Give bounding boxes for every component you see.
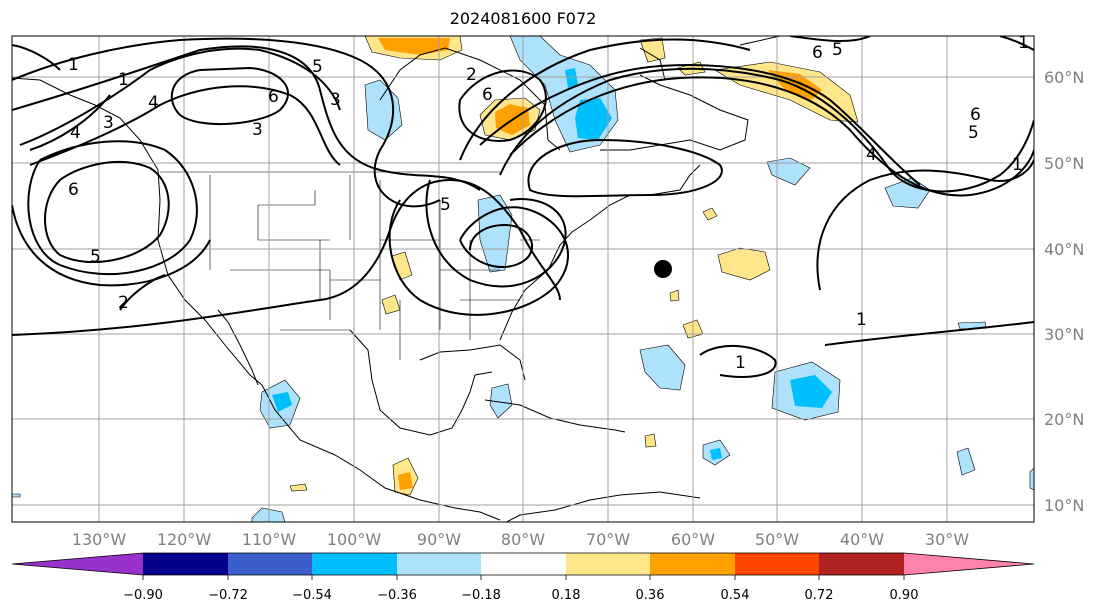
warm-core: [378, 38, 450, 55]
colorbar-segment: [12, 553, 143, 575]
colorbar-tick-label: −0.18: [461, 588, 501, 603]
colorbar-segment: [143, 553, 228, 575]
lon-label: 120°W: [157, 530, 212, 549]
colorbar-tick-label: −0.36: [377, 588, 417, 603]
lat-label: 40°N: [1044, 240, 1084, 259]
contour-lines: [12, 36, 1034, 378]
lat-label: 60°N: [1044, 68, 1084, 87]
colorbar-tick-label: −0.90: [123, 588, 163, 603]
warm-patch: [381, 294, 401, 315]
latitude-labels: 60°N 50°N 40°N 30°N 20°N 10°N: [1044, 68, 1084, 515]
colorbar-segment: [819, 553, 904, 575]
warm-patch: [289, 483, 308, 492]
warm-patch: [639, 37, 666, 63]
cool-core: [710, 448, 722, 460]
lon-label: 40°W: [840, 530, 884, 549]
contour-label: 2: [118, 293, 129, 313]
cool-patch: [766, 157, 811, 186]
contour-label-group: 1 1 2 3 4 3 4 6 5 6 5 2 3 5 6 6 5 5 6 4 …: [68, 33, 1029, 373]
contour-label: 6: [970, 105, 981, 125]
warm-patch: [669, 289, 680, 302]
cool-core: [272, 392, 292, 412]
lon-label: 80°W: [501, 530, 545, 549]
colorbar: −0.90 −0.72 −0.54 −0.36 −0.18 0.18 0.36 …: [11, 552, 1035, 603]
contour-label: 6: [68, 180, 79, 200]
cool-patch: [884, 177, 931, 209]
map-frame: [11, 35, 1035, 523]
colorbar-segment: [904, 553, 1034, 575]
lat-label: 30°N: [1044, 325, 1084, 344]
warm-patch: [717, 247, 771, 281]
colorbar-tick-label: 0.90: [890, 588, 919, 603]
cool-core: [575, 98, 612, 140]
contour-label: 1: [118, 70, 129, 90]
contour-label: 3: [330, 90, 341, 110]
lon-label: 30°W: [925, 530, 969, 549]
longitude-labels: 130°W 120°W 110°W 100°W 90°W 80°W 70°W 6…: [72, 530, 969, 549]
lat-label: 10°N: [1044, 496, 1084, 515]
contour-label: 1: [68, 55, 79, 75]
colorbar-segment: [312, 553, 397, 575]
contour-label: 5: [440, 195, 451, 215]
contour-label: 3: [252, 120, 263, 140]
lat-label: 20°N: [1044, 410, 1084, 429]
colorbar-segment: [650, 553, 735, 575]
colorbar-tick-label: 0.36: [636, 588, 665, 603]
lon-label: 90°W: [417, 530, 461, 549]
contour-label: 5: [968, 123, 979, 143]
storm-position-marker: [654, 260, 672, 278]
cool-core: [565, 68, 578, 88]
contour-label: 4: [70, 123, 81, 143]
colorbar-tick-label: 0.72: [805, 588, 834, 603]
colorbar-tick-label: −0.54: [292, 588, 332, 603]
contour-label: 2: [466, 65, 477, 85]
colorbar-tick-label: 0.54: [721, 588, 750, 603]
cool-core: [790, 375, 832, 408]
colorbar-segment: [397, 553, 481, 575]
contour-label: 6: [268, 87, 279, 107]
cool-patch: [12, 493, 21, 498]
lon-label: 110°W: [242, 530, 297, 549]
contour-label: 5: [832, 40, 843, 60]
warm-patch: [702, 207, 718, 221]
contour-label: 6: [812, 43, 823, 63]
cool-patch: [489, 383, 513, 419]
lon-label: 100°W: [327, 530, 382, 549]
colorbar-tick-label: 0.18: [552, 588, 581, 603]
contour-label: 1: [1018, 33, 1029, 53]
contour-label: 1: [735, 353, 746, 373]
lon-label: 50°W: [755, 530, 799, 549]
lon-label: 130°W: [72, 530, 127, 549]
cool-patch: [1029, 467, 1034, 491]
cool-patch: [477, 194, 513, 273]
colorbar-segment: [735, 553, 819, 575]
graticule: [12, 36, 1034, 522]
cool-patch: [639, 344, 686, 391]
colorbar-segment: [566, 553, 650, 575]
contour-label: 1: [856, 310, 867, 330]
contour-label: 5: [312, 57, 323, 77]
lat-label: 50°N: [1044, 154, 1084, 173]
contour-label: 4: [866, 145, 877, 165]
contour-label: 1: [1012, 155, 1023, 175]
cool-patch: [956, 447, 976, 476]
contour-label: 3: [103, 113, 114, 133]
cool-patch: [364, 79, 403, 141]
map-title: 2024081600 F072: [449, 9, 597, 28]
colorbar-segment: [228, 553, 312, 575]
contour-label: 4: [148, 93, 159, 113]
contour-label: 6: [482, 85, 493, 105]
colorbar-segment: [481, 553, 566, 575]
colorbar-tick-label: −0.72: [208, 588, 248, 603]
lon-label: 60°W: [671, 530, 715, 549]
warm-patch: [644, 433, 657, 448]
coastlines: [12, 36, 781, 522]
warm-core: [398, 472, 413, 490]
contour-label: 5: [90, 247, 101, 267]
lon-label: 70°W: [586, 530, 630, 549]
